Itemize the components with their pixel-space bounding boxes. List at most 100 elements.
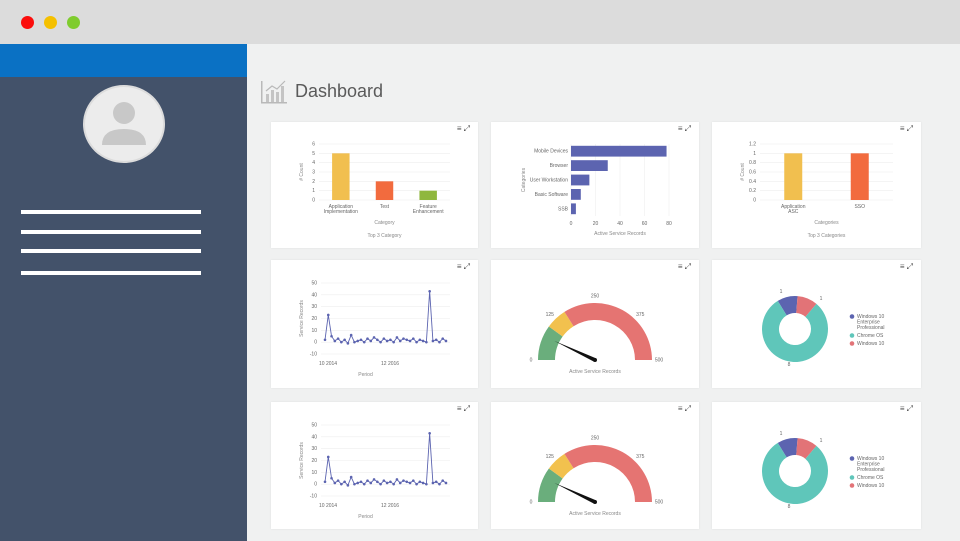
x-tick-label: 20 [593,221,599,227]
data-point [389,338,392,342]
data-point [323,480,327,484]
x-tick-label: 80 [666,221,672,227]
menu-icon[interactable]: ≡ [899,124,907,133]
legend-label: Professional [857,325,885,331]
expand-icon[interactable]: ⤢ [684,262,693,271]
close-window-button[interactable] [21,16,34,29]
legend-marker [849,456,855,461]
avatar[interactable] [83,85,165,163]
y-tick-label: 1 [312,188,315,194]
data-point [431,339,435,343]
data-point [333,339,337,343]
y-tick-label: -10 [310,494,317,500]
data-point [402,337,405,340]
legend-marker [849,314,855,319]
expand-icon[interactable]: ⤢ [684,124,693,133]
y-tick-label: 40 [311,292,317,298]
chart-card: 0 0.2 0.4 0.6 0.8 1 1.2 Application ASC SSO Catego… [712,122,921,248]
bar [784,153,803,200]
chart-card: 1 1 8 Windows 10 Enterprise Professional Chrom… [712,260,921,388]
sidebar-menu-item[interactable] [21,210,201,214]
data-point [323,338,327,342]
gauge-needle-hub [593,358,597,362]
data-point [411,479,415,482]
expand-icon[interactable]: ⤢ [463,124,472,133]
gauge-band [564,445,652,502]
sidebar-menu-item[interactable] [21,271,201,275]
y-tick-label: 0 [312,198,315,204]
data-point [349,333,353,337]
y-tick-label: 50 [311,281,317,287]
legend-label: Chrome OS [857,333,884,339]
chart: 0 125 250 375 500 Active Service Records [530,294,664,376]
y-tick-label: 30 [311,304,317,310]
donut-value-label: 8 [788,362,791,368]
data-point [438,340,441,344]
gauge-band [548,453,574,479]
data-point [402,479,405,482]
data-point [336,479,340,482]
data-point [418,338,422,342]
menu-icon[interactable]: ≡ [899,404,907,413]
x-tick-label: 0 [570,221,573,227]
sidebar-menu-item[interactable] [21,249,201,253]
expand-icon[interactable]: ⤢ [906,124,915,133]
card-toolbar: ≡⤢ [900,262,915,272]
gauge-band [538,468,563,502]
chart-card: 0 20 40 60 80 Mobile Devices Browser User Works… [491,122,699,248]
data-point [330,334,333,338]
data-point [379,482,382,486]
menu-icon[interactable]: ≡ [899,262,907,271]
y-tick-label: Basic Software [535,192,569,198]
legend-marker [849,483,855,488]
data-point [444,481,448,485]
legend-marker [849,333,855,338]
card-toolbar: ≡⤢ [900,404,915,414]
menu-icon[interactable]: ≡ [677,404,685,413]
data-point [425,340,428,344]
gauge-band [548,311,574,337]
expand-icon[interactable]: ⤢ [906,404,915,413]
chart-card: -10 0 10 20 30 40 50 10 2014 12 2016 Period Servic… [271,402,478,529]
card-toolbar: ≡⤢ [678,404,693,414]
chart: 0 20 40 60 80 Mobile Devices Browser User Works… [521,144,672,237]
menu-icon[interactable]: ≡ [677,124,685,133]
donut-value-label: 1 [820,296,823,302]
donut-value-label: 1 [780,431,783,437]
expand-icon[interactable]: ⤢ [463,262,472,271]
chart-card: -10 0 10 20 30 40 50 10 2014 12 2016 Period Servic… [271,260,478,388]
expand-icon[interactable]: ⤢ [684,404,693,413]
minimize-window-button[interactable] [44,16,57,29]
menu-icon[interactable]: ≡ [456,124,464,133]
y-tick-label: 30 [311,446,317,452]
data-point [434,480,438,484]
y-tick-label: 20 [311,458,317,464]
data-point [340,340,343,344]
data-point [359,338,363,342]
data-point [444,339,448,343]
gauge-tick-label: 125 [546,312,555,318]
x-axis-label: Category [374,220,395,226]
y-tick-label: 1 [753,151,756,157]
gauge-needle [554,482,596,504]
menu-icon[interactable]: ≡ [677,262,685,271]
data-point [392,482,395,486]
x-tick-label: Application [329,204,354,210]
bar [571,189,581,200]
expand-icon[interactable]: ⤢ [906,262,915,271]
y-tick-label: 0.8 [749,160,756,166]
data-point [372,336,376,339]
sidebar-menu-item[interactable] [21,230,201,234]
data-point [349,475,353,479]
data-point [369,481,373,485]
card-toolbar: ≡⤢ [457,404,472,414]
expand-icon[interactable]: ⤢ [463,404,472,413]
data-point [366,479,369,482]
menu-icon[interactable]: ≡ [456,404,464,413]
y-tick-label: 0.6 [749,170,756,176]
legend-label: Windows 10 [857,456,884,462]
zoom-window-button[interactable] [67,16,80,29]
legend-label: Enterprise [857,462,880,468]
data-point [356,339,360,343]
menu-icon[interactable]: ≡ [456,262,464,271]
